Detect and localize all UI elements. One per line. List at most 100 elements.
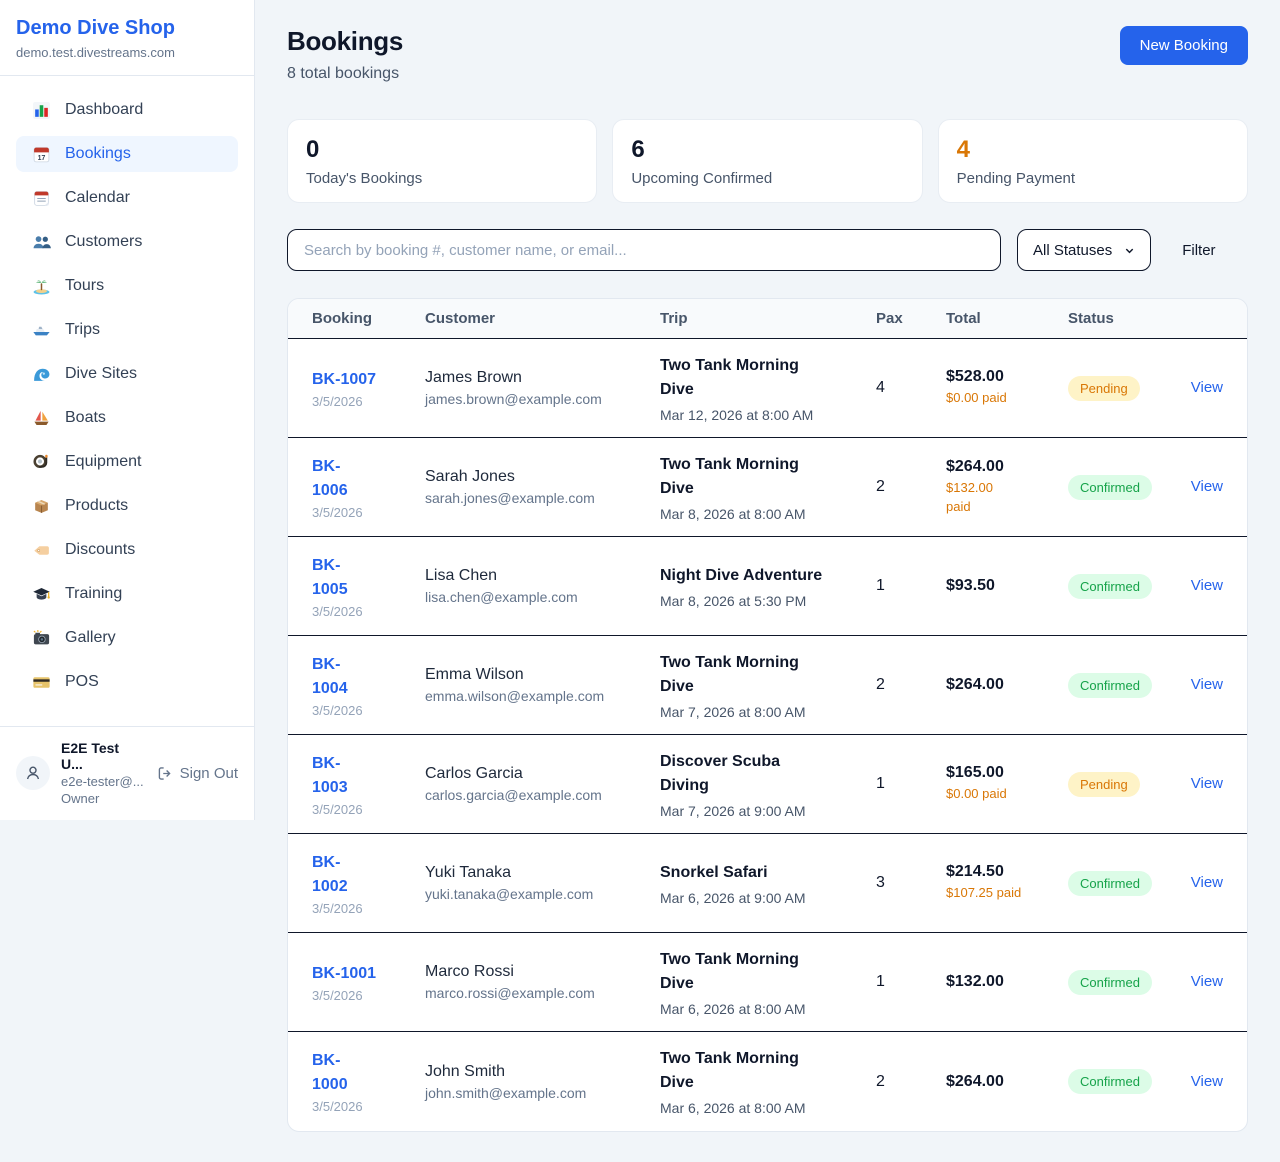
- sidebar-item-calendar[interactable]: Calendar: [16, 180, 238, 216]
- page-title: Bookings: [287, 26, 404, 56]
- pax-cell: 1: [876, 577, 885, 594]
- stat-card-todays-bookings: 0 Today's Bookings: [287, 119, 598, 203]
- booking-id-link[interactable]: BK-1001: [312, 964, 377, 982]
- customer-name: Emma Wilson: [425, 666, 524, 683]
- sidebar-item-trips[interactable]: Trips: [16, 312, 238, 348]
- view-link[interactable]: View: [1190, 874, 1223, 891]
- customer-cell: Lisa Chen lisa.chen@example.com: [425, 567, 660, 605]
- actions-cell: View: [1185, 973, 1223, 991]
- sidebar-item-tours[interactable]: Tours: [16, 268, 238, 304]
- sidebar-item-products[interactable]: Products: [16, 488, 238, 524]
- booking-id-link[interactable]: BK-1007: [312, 370, 377, 388]
- total-amount: $528.00: [946, 368, 1004, 386]
- customer-cell: Yuki Tanaka yuki.tanaka@example.com: [425, 864, 660, 902]
- search-input[interactable]: [287, 229, 1001, 271]
- status-cell: Confirmed: [1068, 672, 1185, 698]
- customer-name: Sarah Jones: [425, 468, 515, 485]
- view-link[interactable]: View: [1190, 676, 1223, 693]
- status-select[interactable]: All Statuses: [1017, 229, 1152, 271]
- view-link[interactable]: View: [1190, 379, 1223, 396]
- chevron-down-icon: [1125, 248, 1134, 253]
- status-cell: Pending: [1068, 375, 1185, 401]
- sidebar-item-label: Equipment: [65, 453, 142, 470]
- total-amount: $132.00: [946, 973, 1004, 990]
- stat-card-pending-payment: 4 Pending Payment: [937, 119, 1248, 203]
- actions-cell: View: [1185, 478, 1223, 496]
- status-select-value: All Statuses: [1033, 241, 1113, 259]
- tag-icon: [32, 541, 51, 560]
- paid-amount: $0.00 paid: [946, 786, 1007, 802]
- camera-icon: [32, 629, 51, 648]
- trip-cell: Two Tank Morning Dive Mar 6, 2026 at 8:0…: [660, 948, 876, 1017]
- sidebar-item-training[interactable]: Training: [16, 576, 238, 612]
- new-booking-button[interactable]: New Booking: [1119, 26, 1248, 65]
- booking-id-link[interactable]: BK- 1004: [312, 655, 348, 697]
- booking-cell: BK- 1004 3/5/2026: [312, 653, 425, 718]
- calendar-17-icon: 17: [32, 145, 51, 164]
- page-header: Bookings 8 total bookings New Booking: [287, 26, 1248, 83]
- customer-cell: John Smith john.smith@example.com: [425, 1063, 660, 1101]
- sign-out-label: Sign Out: [179, 764, 238, 782]
- filter-button[interactable]: Filter: [1182, 241, 1216, 259]
- actions-cell: View: [1185, 1073, 1223, 1091]
- booking-id-link[interactable]: BK- 1006: [312, 457, 348, 499]
- box-icon: [32, 497, 51, 516]
- sidebar-item-gallery[interactable]: Gallery: [16, 620, 238, 656]
- trip-datetime: Mar 6, 2026 at 9:00 AM: [660, 889, 806, 906]
- status-badge: Pending: [1068, 375, 1140, 401]
- customer-name: John Smith: [425, 1062, 506, 1080]
- sidebar-item-discounts[interactable]: Discounts: [16, 532, 238, 568]
- col-header-trip: Trip: [660, 310, 688, 327]
- col-header-booking: Booking: [312, 310, 372, 327]
- table-row: BK- 1000 3/5/2026 John Smith john.smith@…: [288, 1032, 1247, 1131]
- booking-date: 3/5/2026: [312, 393, 363, 409]
- view-link[interactable]: View: [1190, 577, 1223, 594]
- total-amount: $93.50: [946, 577, 995, 594]
- trip-datetime: Mar 8, 2026 at 8:00 AM: [660, 505, 806, 522]
- trip-name: Two Tank Morning Dive: [660, 356, 799, 398]
- table-row: BK- 1005 3/5/2026 Lisa Chen lisa.chen@ex…: [288, 537, 1247, 636]
- sidebar-item-boats[interactable]: Boats: [16, 400, 238, 436]
- total-amount: $214.50: [946, 863, 1004, 881]
- sidebar-item-equipment[interactable]: Equipment: [16, 444, 238, 480]
- sidebar-item-pos[interactable]: POS: [16, 664, 238, 700]
- trip-cell: Snorkel Safari Mar 6, 2026 at 9:00 AM: [660, 861, 876, 906]
- trip-cell: Two Tank Morning Dive Mar 12, 2026 at 8:…: [660, 354, 876, 423]
- booking-id-link[interactable]: BK- 1000: [312, 1052, 348, 1093]
- credit-card-icon: [32, 673, 51, 692]
- sidebar-item-dashboard[interactable]: Dashboard: [16, 92, 238, 128]
- sidebar-item-bookings[interactable]: 17 Bookings: [16, 136, 238, 172]
- status-badge: Confirmed: [1068, 870, 1152, 896]
- total-cell: $93.50: [946, 577, 1068, 595]
- booking-date: 3/5/2026: [312, 801, 363, 817]
- stat-label: Pending Payment: [956, 170, 1076, 188]
- svg-text:17: 17: [38, 154, 46, 161]
- sidebar-nav: Dashboard 17 Bookings Calendar Customers…: [0, 76, 254, 726]
- table-row: BK- 1002 3/5/2026 Yuki Tanaka yuki.tanak…: [288, 834, 1247, 933]
- sign-out-button[interactable]: Sign Out: [156, 765, 238, 782]
- status-cell: Confirmed: [1068, 1069, 1185, 1094]
- view-link[interactable]: View: [1190, 775, 1223, 792]
- sidebar-item-customers[interactable]: Customers: [16, 224, 238, 260]
- booking-id-link[interactable]: BK- 1003: [312, 754, 348, 796]
- total-cell: $264.00: [946, 676, 1068, 694]
- user-info: E2E Test U... e2e-tester@... Owner: [61, 740, 145, 806]
- col-header-customer: Customer: [425, 310, 496, 327]
- sidebar-item-label: Calendar: [65, 189, 130, 206]
- view-link[interactable]: View: [1190, 973, 1223, 990]
- booking-id-link[interactable]: BK- 1002: [312, 853, 348, 895]
- view-link[interactable]: View: [1190, 478, 1223, 495]
- users-icon: [32, 233, 51, 252]
- sidebar-item-dive-sites[interactable]: Dive Sites: [16, 356, 238, 392]
- trip-datetime: Mar 8, 2026 at 5:30 PM: [660, 592, 807, 609]
- paid-amount: $132.00 paid: [946, 479, 993, 514]
- customer-cell: Emma Wilson emma.wilson@example.com: [425, 666, 660, 704]
- booking-id-link[interactable]: BK- 1005: [312, 556, 348, 598]
- user-name: E2E Test U...: [61, 740, 120, 772]
- view-link[interactable]: View: [1190, 1072, 1223, 1090]
- customer-email: emma.wilson@example.com: [425, 688, 605, 704]
- stats-row: 0 Today's Bookings 6 Upcoming Confirmed …: [287, 119, 1248, 203]
- trip-name: Night Dive Adventure: [660, 566, 823, 584]
- table-row: BK-1001 3/5/2026 Marco Rossi marco.rossi…: [288, 933, 1247, 1032]
- pax-cell: 4: [876, 379, 885, 396]
